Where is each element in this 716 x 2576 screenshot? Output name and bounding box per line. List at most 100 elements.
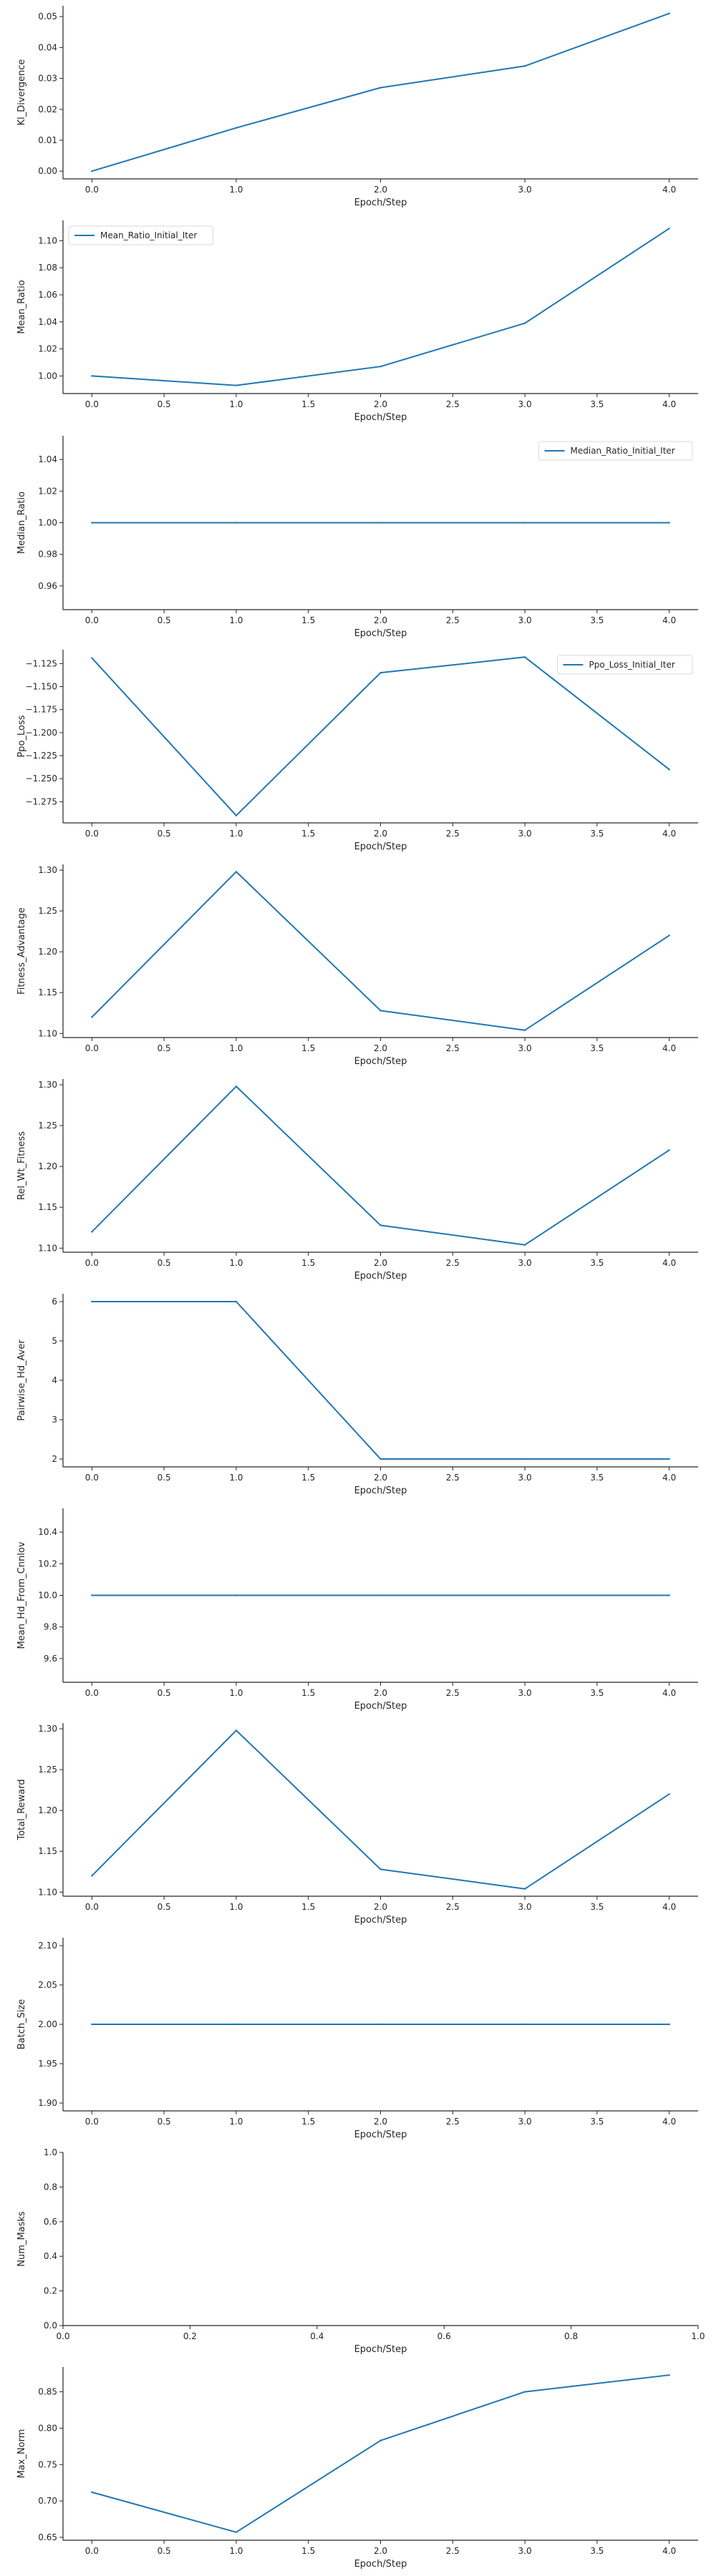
legend-box bbox=[557, 655, 693, 675]
data-point bbox=[379, 87, 382, 89]
y-axis-label: Kl_Divergence bbox=[16, 59, 27, 126]
x-tick-label: 2.5 bbox=[446, 1688, 460, 1698]
chart-panel: 0.0 0.5 1.0 1.5 2.0 2.5 3.0 3.5 4.0 1.10 1.15 1.20 1… bbox=[16, 1723, 698, 1926]
data-point bbox=[91, 170, 93, 172]
x-tick-label: 1.0 bbox=[229, 1473, 243, 1483]
legend-label: Ppo_Loss_Initial_Iter bbox=[589, 660, 675, 670]
data-point bbox=[523, 1888, 526, 1890]
y-tick-label: 1.30 bbox=[38, 1080, 57, 1090]
series-line bbox=[91, 1729, 670, 1890]
x-tick-label: 2.0 bbox=[374, 829, 387, 839]
x-tick-label: 2.5 bbox=[446, 2117, 460, 2127]
y-tick-label: 1.04 bbox=[38, 317, 57, 327]
y-axis-label: Mean_Ratio bbox=[16, 280, 27, 333]
x-tick-label: 4.0 bbox=[662, 615, 676, 625]
x-tick-label: 3.5 bbox=[590, 615, 604, 625]
x-tick-label: 2.5 bbox=[446, 1473, 460, 1483]
data-point bbox=[668, 1149, 670, 1151]
x-tick-label: 0.5 bbox=[158, 1258, 171, 1268]
data-point bbox=[91, 1875, 93, 1877]
y-tick-label: 1.95 bbox=[38, 2059, 57, 2069]
x-tick-label: 3.0 bbox=[518, 185, 532, 195]
data-point bbox=[235, 522, 238, 524]
x-tick-label: 0.0 bbox=[56, 2331, 69, 2341]
data-point bbox=[91, 522, 93, 524]
data-point bbox=[379, 1458, 382, 1460]
x-tick-label: 0.0 bbox=[85, 1902, 99, 1912]
y-tick-label: 4 bbox=[52, 1375, 57, 1385]
x-axis-label: Epoch/Step bbox=[354, 412, 407, 423]
y-axis-label: Ppo_Loss bbox=[16, 715, 27, 757]
data-point bbox=[235, 127, 238, 129]
data-point bbox=[235, 2023, 238, 2026]
x-axis-label: Epoch/Step bbox=[354, 1915, 407, 1926]
chart-panel: 0.0 0.5 1.0 1.5 2.0 2.5 3.0 3.5 4.0 1.90 1.95 2.00 2… bbox=[16, 1938, 698, 2140]
x-tick-label: 3.5 bbox=[590, 1688, 604, 1698]
y-tick-label: 3 bbox=[52, 1415, 57, 1425]
y-tick-label: 1.15 bbox=[38, 1202, 57, 1212]
y-tick-label: 0.01 bbox=[38, 135, 57, 145]
y-axis-label: Median_Ratio bbox=[16, 492, 27, 554]
x-tick-label: 1.5 bbox=[301, 1473, 315, 1483]
y-tick-label: 0.02 bbox=[38, 104, 57, 114]
x-axis-label: Epoch/Step bbox=[354, 2344, 407, 2355]
x-tick-label: 0.0 bbox=[85, 2546, 99, 2556]
data-point bbox=[523, 2023, 526, 2026]
chart-panel: 0.0 0.5 1.0 1.5 2.0 2.5 3.0 3.5 4.0 1.10 1.15 1.20 1… bbox=[16, 1079, 698, 1282]
series-line bbox=[92, 2374, 669, 2533]
y-tick-label: −1.175 bbox=[26, 705, 57, 715]
y-tick-label: 5 bbox=[52, 1336, 57, 1346]
series-line bbox=[91, 1085, 670, 1246]
x-tick-label: 2.0 bbox=[374, 615, 387, 625]
x-tick-label: 4.0 bbox=[662, 399, 676, 409]
x-tick-label: 0.0 bbox=[85, 185, 99, 195]
x-tick-label: 4.0 bbox=[662, 2546, 676, 2556]
data-point bbox=[523, 1594, 526, 1596]
x-tick-label: 4.0 bbox=[662, 1473, 676, 1483]
y-axis-label: Rel_Wt_Fitness bbox=[16, 1131, 27, 1200]
x-tick-label: 2.0 bbox=[374, 1688, 387, 1698]
data-point bbox=[668, 769, 670, 771]
x-tick-label: 3.5 bbox=[590, 399, 604, 409]
y-tick-label: 1.90 bbox=[38, 2098, 57, 2108]
y-tick-label: 1.25 bbox=[38, 1765, 57, 1775]
x-tick-label: 1.5 bbox=[301, 399, 315, 409]
data-point bbox=[235, 384, 238, 386]
data-point bbox=[235, 1300, 238, 1303]
x-tick-label: 2.0 bbox=[374, 2546, 387, 2556]
x-tick-label: 3.5 bbox=[590, 1043, 604, 1053]
data-point bbox=[668, 1594, 670, 1596]
chart-panel: 0.0 0.5 1.0 1.5 2.0 2.5 3.0 3.5 4.0 0.65 0.70 0.75 0… bbox=[16, 2367, 698, 2570]
x-tick-label: 4.0 bbox=[662, 1043, 676, 1053]
x-tick-label: 3.5 bbox=[590, 2117, 604, 2127]
y-axis-label: Total_Reward bbox=[16, 1779, 27, 1840]
x-tick-label: 1.5 bbox=[301, 1043, 315, 1053]
x-tick-label: 3.0 bbox=[518, 2117, 532, 2127]
data-point bbox=[235, 814, 238, 816]
y-tick-label: 1.10 bbox=[38, 1887, 57, 1897]
y-tick-label: 1.10 bbox=[38, 235, 57, 245]
x-axis-label: Epoch/Step bbox=[354, 1056, 407, 1067]
chart-panel: 0.0 0.5 1.0 1.5 2.0 2.5 3.0 3.5 4.0 0.96 0.98 1.00 1… bbox=[16, 436, 698, 639]
data-point bbox=[668, 12, 670, 15]
x-tick-label: 1.5 bbox=[301, 2117, 315, 2127]
x-tick-label: 4.0 bbox=[662, 1258, 676, 1268]
x-tick-label: 0.5 bbox=[158, 1043, 171, 1053]
x-axis-label: Epoch/Step bbox=[354, 1701, 407, 1712]
x-tick-label: 1.0 bbox=[229, 615, 243, 625]
y-tick-label: −1.275 bbox=[26, 796, 57, 806]
y-tick-label: 0.80 bbox=[38, 2423, 57, 2433]
x-tick-label: 1.0 bbox=[229, 2117, 243, 2127]
x-tick-label: 2.5 bbox=[446, 1258, 460, 1268]
data-point bbox=[379, 522, 382, 524]
x-tick-label: 3.5 bbox=[590, 829, 604, 839]
data-point bbox=[91, 657, 93, 659]
y-axis-label: Max_Norm bbox=[16, 2429, 27, 2479]
y-tick-label: 9.8 bbox=[44, 1622, 57, 1632]
data-point bbox=[523, 1458, 526, 1460]
data-point bbox=[668, 935, 670, 937]
data-point bbox=[668, 2373, 670, 2376]
y-tick-label: 0.75 bbox=[38, 2459, 57, 2469]
data-point bbox=[379, 1224, 382, 1226]
